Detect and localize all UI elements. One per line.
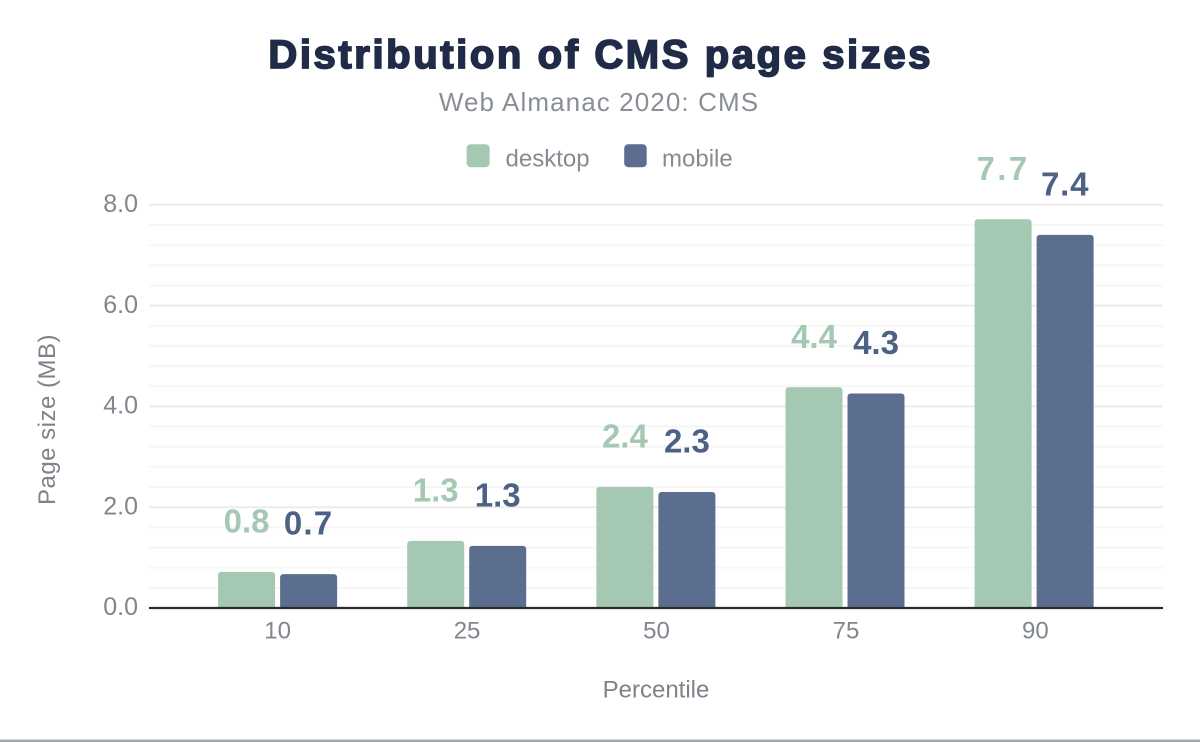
svg-text:2.0: 2.0 <box>103 492 138 520</box>
svg-text:50: 50 <box>643 618 670 645</box>
svg-text:4.0: 4.0 <box>103 392 138 420</box>
svg-text:0.7: 0.7 <box>284 505 333 542</box>
svg-text:7.7: 7.7 <box>977 150 1030 187</box>
svg-text:7.4: 7.4 <box>1041 166 1089 203</box>
svg-text:6.0: 6.0 <box>103 291 138 319</box>
svg-text:desktop: desktop <box>506 145 590 172</box>
svg-text:mobile: mobile <box>662 145 733 172</box>
svg-text:Distribution of CMS page sizes: Distribution of CMS page sizes <box>268 33 933 77</box>
svg-text:0.8: 0.8 <box>224 503 270 540</box>
svg-text:25: 25 <box>454 618 481 645</box>
svg-text:1.3: 1.3 <box>475 477 521 514</box>
svg-text:4.3: 4.3 <box>853 324 899 361</box>
svg-text:0.0: 0.0 <box>103 593 138 621</box>
svg-text:Page size (MB): Page size (MB) <box>34 334 61 505</box>
svg-text:4.4: 4.4 <box>791 318 838 355</box>
svg-text:75: 75 <box>833 618 860 645</box>
svg-text:90: 90 <box>1022 618 1049 645</box>
svg-text:8.0: 8.0 <box>103 190 138 218</box>
svg-text:Percentile: Percentile <box>603 677 710 704</box>
svg-text:2.3: 2.3 <box>664 423 710 460</box>
svg-text:2.4: 2.4 <box>602 418 649 455</box>
svg-text:1.3: 1.3 <box>413 472 459 509</box>
svg-text:10: 10 <box>264 618 291 645</box>
svg-text:Web Almanac 2020: CMS: Web Almanac 2020: CMS <box>439 87 759 117</box>
